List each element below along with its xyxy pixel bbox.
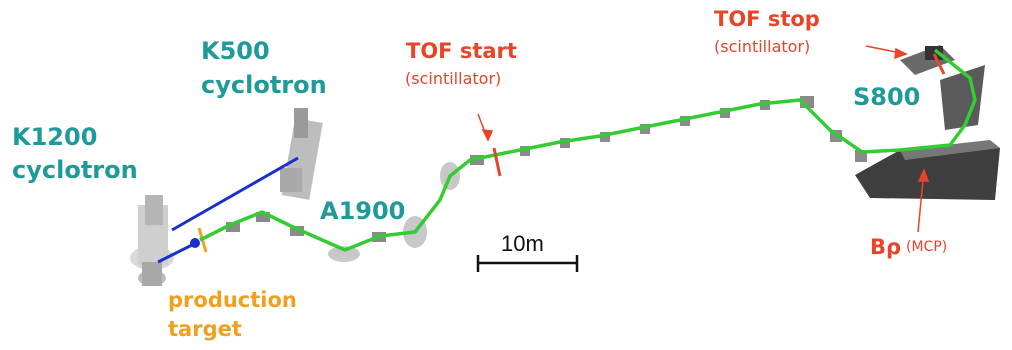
k1200-transfer-line: [157, 241, 197, 264]
production-target-label-line1: production: [168, 288, 297, 312]
beamline-magnets: [226, 96, 867, 262]
k500-label-line1: K500: [201, 37, 270, 65]
tof-stop-sublabel: (scintillator): [714, 37, 811, 56]
beam-path: [199, 48, 977, 252]
brho-sublabel: (MCP): [906, 239, 948, 255]
tof-start-sublabel: (scintillator): [405, 69, 502, 88]
k500-cyclotron-shape: [280, 108, 323, 200]
tof-start-marker: [492, 147, 502, 177]
tof-stop-marker: [932, 53, 946, 75]
production-target-dot: [190, 238, 200, 248]
k500-label-line2: cyclotron: [201, 71, 327, 99]
production-target-label-line2: target: [168, 317, 242, 341]
a1900-label: A1900: [320, 197, 406, 225]
scale-bar: [476, 255, 579, 272]
tof-stop-label: TOF stop: [714, 7, 820, 31]
k1200-cyclotron-shape: [130, 195, 174, 286]
s800-label: S800: [853, 83, 921, 111]
k500-transfer-line: [171, 156, 299, 232]
k1200-label-line2: cyclotron: [12, 156, 138, 184]
brho-label: Bρ: [870, 235, 902, 259]
scale-bar-label: 10m: [501, 231, 544, 256]
annotation-arrows: [477, 45, 930, 233]
tof-start-label: TOF start: [406, 39, 517, 63]
k1200-label-line1: K1200: [12, 123, 98, 151]
s800-spectrograph-shape: [855, 45, 1000, 200]
